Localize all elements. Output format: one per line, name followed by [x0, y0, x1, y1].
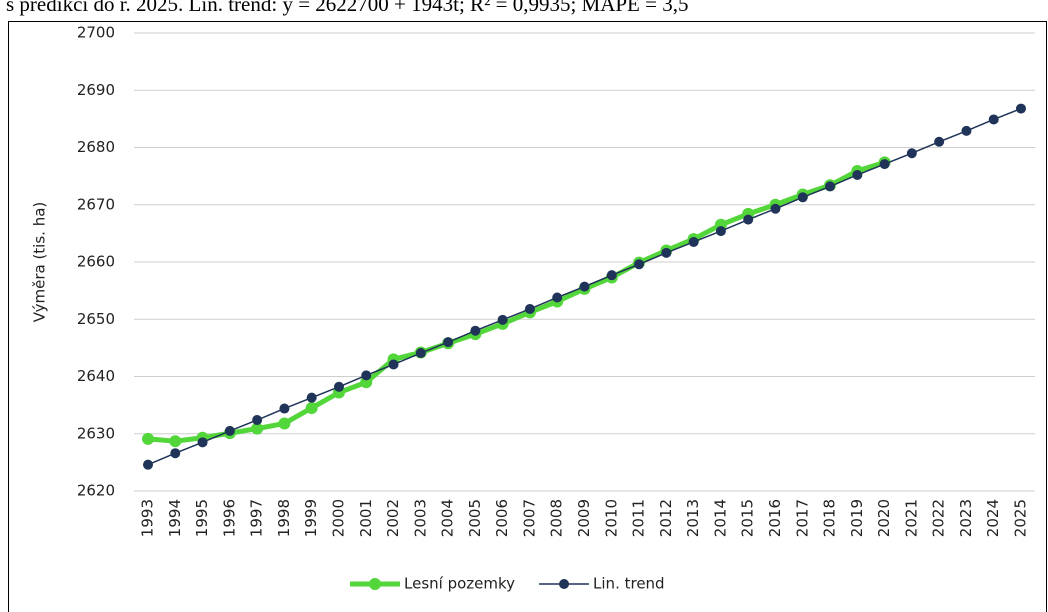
- x-tick-label: 2006: [493, 499, 511, 537]
- x-tick-label: 2020: [875, 499, 893, 537]
- point: [825, 181, 836, 192]
- x-tick-label: 2003: [411, 499, 429, 537]
- x-tick-label: 1993: [139, 499, 157, 537]
- y-tick-label: 2660: [77, 253, 115, 271]
- point: [688, 236, 699, 247]
- point: [470, 325, 481, 336]
- legend-label: Lin. trend: [593, 575, 665, 593]
- legend-marker: [369, 578, 381, 590]
- point: [552, 292, 563, 303]
- point: [497, 314, 508, 325]
- point: [170, 448, 181, 459]
- x-tick-label: 1998: [275, 499, 293, 537]
- x-tick-label: 2005: [466, 499, 484, 537]
- x-tick-label: 2009: [575, 499, 593, 537]
- point: [333, 381, 344, 392]
- y-tick-label: 2700: [77, 24, 115, 42]
- y-tick-label: 2620: [77, 482, 115, 500]
- x-tick-label: 2023: [957, 499, 975, 537]
- x-tick-label: 2017: [793, 499, 811, 537]
- x-tick-label: 2010: [602, 499, 620, 537]
- y-tick-label: 2640: [77, 367, 115, 385]
- x-tick-label: 1995: [193, 499, 211, 537]
- point: [252, 415, 263, 426]
- point: [1016, 103, 1026, 114]
- point: [415, 348, 426, 359]
- y-tick-label: 2680: [77, 138, 115, 156]
- x-tick-label: 2007: [520, 499, 538, 537]
- point: [306, 392, 317, 403]
- x-tick-label: 2025: [1012, 499, 1030, 537]
- point: [305, 401, 318, 414]
- y-tick-label: 2670: [77, 195, 115, 213]
- x-tick-label: 2000: [329, 499, 347, 537]
- y-tick-label: 2690: [77, 81, 115, 99]
- point: [142, 432, 154, 445]
- chart-title: s predikcí do r. 2025. Lin. trend: y = 2…: [6, 0, 688, 16]
- point: [743, 214, 754, 225]
- point: [852, 169, 863, 180]
- x-tick-label: 2014: [711, 499, 729, 537]
- point: [906, 148, 917, 159]
- y-tick-label: 2630: [77, 424, 115, 442]
- point: [278, 417, 291, 430]
- point: [579, 281, 590, 292]
- x-tick-label: 1996: [220, 499, 238, 537]
- point: [388, 359, 399, 370]
- point: [770, 203, 781, 214]
- x-tick-label: 2011: [630, 499, 648, 537]
- point: [988, 114, 999, 125]
- x-tick-label: 2024: [984, 499, 1002, 537]
- point: [143, 459, 153, 470]
- point: [606, 270, 617, 281]
- point: [715, 226, 726, 237]
- point: [224, 425, 235, 436]
- point: [443, 337, 454, 348]
- x-tick-label: 1994: [166, 499, 184, 537]
- x-tick-label: 2022: [930, 499, 948, 537]
- point: [197, 437, 208, 448]
- point: [879, 159, 890, 170]
- x-tick-label: 2019: [848, 499, 866, 537]
- point: [661, 247, 672, 258]
- y-tick-label: 2650: [77, 310, 115, 328]
- x-tick-label: 2015: [739, 499, 757, 537]
- x-tick-label: 1997: [248, 499, 266, 537]
- x-tick-label: 2008: [548, 499, 566, 537]
- point: [169, 435, 182, 448]
- point: [251, 422, 264, 435]
- point: [634, 259, 645, 270]
- x-tick-label: 2004: [439, 499, 457, 537]
- point: [961, 125, 972, 136]
- legend-marker: [559, 579, 570, 589]
- x-tick-label: 2012: [657, 499, 675, 537]
- x-tick-label: 2013: [684, 499, 702, 537]
- point: [524, 303, 535, 314]
- legend-label: Lesní pozemky: [404, 575, 515, 593]
- series-line: [147, 160, 886, 444]
- point: [361, 370, 372, 381]
- point: [797, 192, 808, 203]
- x-tick-label: 2001: [357, 499, 375, 537]
- x-tick-label: 2002: [384, 499, 402, 537]
- x-tick-label: 1999: [302, 499, 320, 537]
- point: [279, 403, 290, 414]
- point: [934, 136, 945, 147]
- x-tick-label: 2016: [766, 499, 784, 537]
- x-tick-label: 2018: [821, 499, 839, 537]
- chart-border: [8, 21, 1047, 612]
- y-axis-label: Výměra (tis. ha): [31, 202, 49, 323]
- x-tick-label: 2021: [902, 499, 920, 537]
